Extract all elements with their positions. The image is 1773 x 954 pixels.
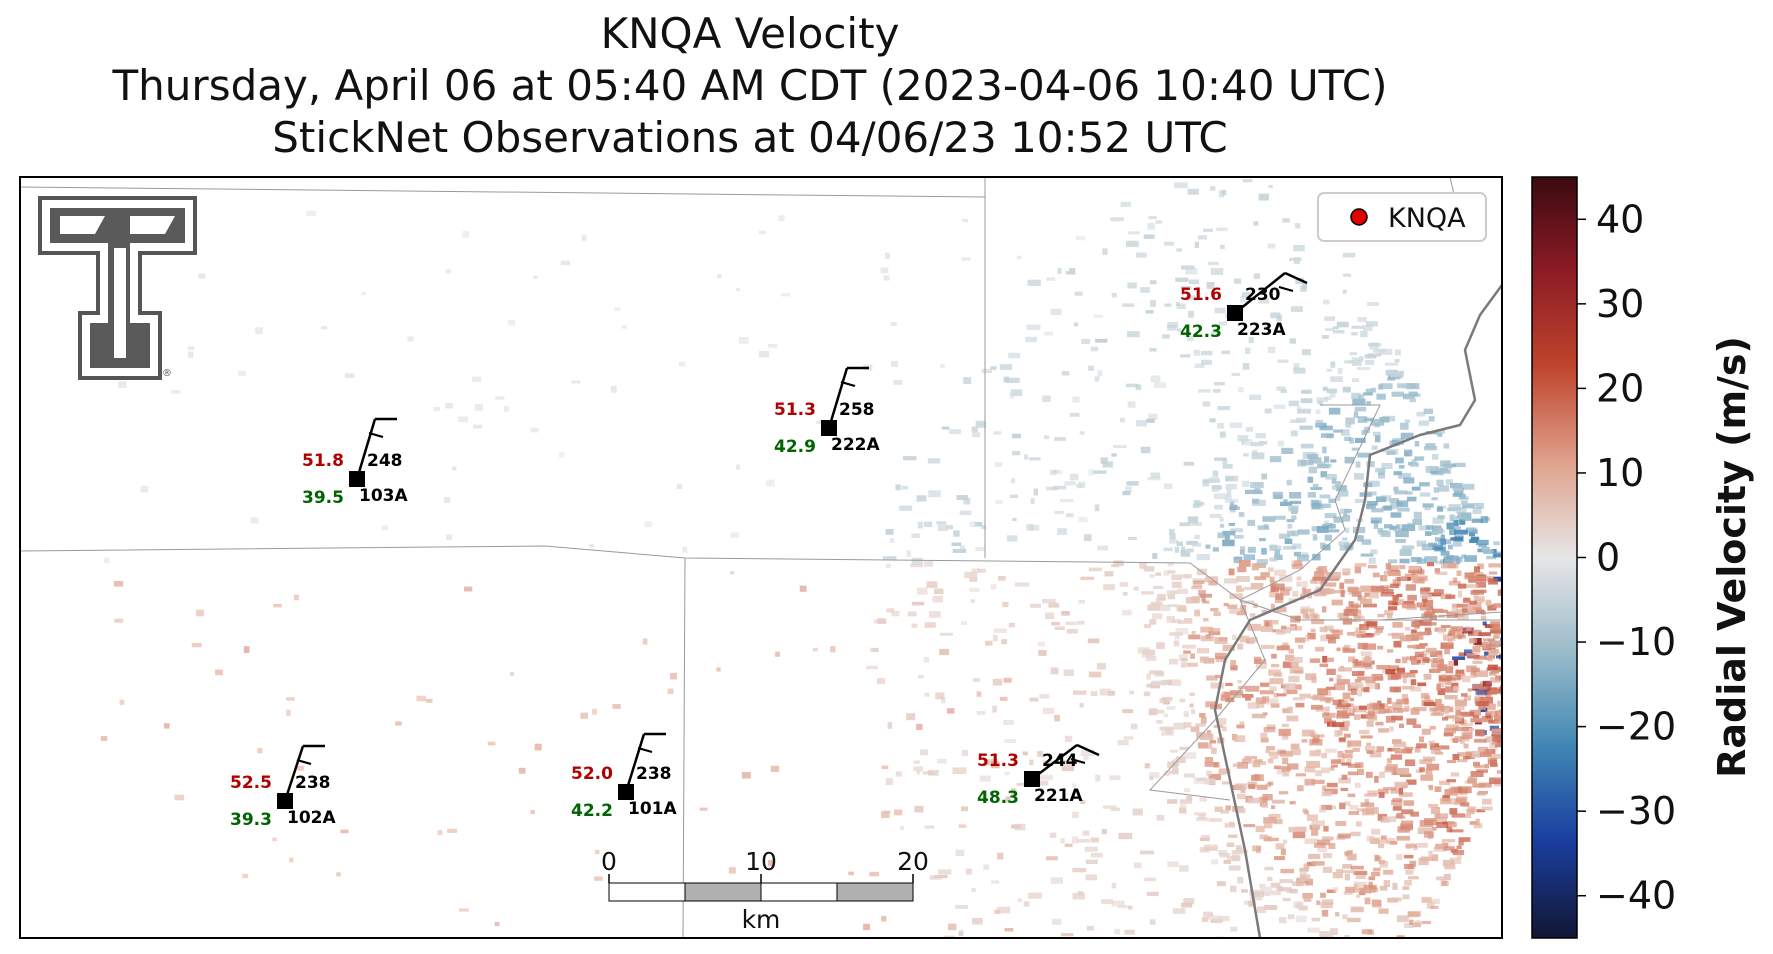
map-border — [19, 176, 1503, 939]
station-223A[interactable]: 51.6 230 42.3 223A — [1180, 271, 1308, 342]
wind-barb-flag — [296, 758, 312, 766]
station-wind-direction: 238 — [295, 773, 331, 793]
colorbar-tick-label: 40 — [1596, 197, 1644, 241]
scale-unit: km — [742, 905, 781, 934]
station-marker — [349, 471, 365, 487]
station-temperature: 51.6 — [1180, 285, 1222, 305]
wind-barb-staff — [355, 418, 377, 480]
colorbar-tick-label: 10 — [1596, 451, 1644, 495]
legend-marker — [1350, 208, 1368, 226]
station-222A[interactable]: 51.3 258 42.9 222A — [774, 366, 880, 457]
wind-barb-staff — [827, 367, 849, 429]
scale-segment — [608, 882, 686, 902]
texas-tech-logo: ® — [38, 196, 197, 380]
station-dewpoint: 42.3 — [1180, 322, 1222, 342]
station-temperature: 51.3 — [977, 751, 1019, 771]
station-wind-direction: 230 — [1245, 285, 1281, 305]
station-dewpoint: 39.3 — [230, 810, 272, 830]
colorbar-tick-label: −40 — [1596, 874, 1676, 918]
station-dewpoint: 42.9 — [774, 437, 816, 457]
title-block: KNQA Velocity Thursday, April 06 at 05:4… — [0, 8, 1500, 164]
station-marker — [821, 420, 837, 436]
station-102A[interactable]: 52.5 238 39.3 102A — [230, 744, 336, 830]
station-221A[interactable]: 51.3 244 48.3 221A — [977, 743, 1100, 808]
station-id: 102A — [287, 808, 336, 828]
station-marker — [1024, 771, 1040, 787]
wind-barb-flag — [840, 380, 856, 388]
county-line — [682, 557, 686, 938]
radar-velocity-field — [100, 179, 1502, 938]
county-line — [20, 186, 986, 198]
scale-label-10: 10 — [745, 847, 777, 876]
station-wind-direction: 244 — [1042, 751, 1078, 771]
legend[interactable]: KNQA — [1317, 192, 1487, 242]
wind-barb-staff — [283, 745, 305, 802]
station-dewpoint: 39.5 — [302, 488, 344, 508]
colorbar-label: Radial Velocity (m/s) — [1710, 336, 1754, 778]
county-line — [1239, 404, 1381, 601]
title-line-1: KNQA Velocity — [600, 9, 900, 58]
registered-mark: ® — [162, 368, 172, 379]
colorbar-tick-label: 30 — [1596, 282, 1644, 326]
station-id: 222A — [831, 435, 880, 455]
station-dewpoint: 48.3 — [977, 788, 1019, 808]
station-marker — [1227, 305, 1243, 321]
wind-barb-flag — [1070, 757, 1086, 765]
colorbar: 40 30 20 10 0 −10 −20 −30 −40 Radial Velocity (m… — [1531, 176, 1754, 939]
wind-barb-flag — [1278, 285, 1294, 293]
legend-box — [1317, 192, 1487, 242]
station-wind-direction: 258 — [839, 400, 875, 420]
colorbar-tick-label: −30 — [1596, 789, 1676, 833]
county-boundaries — [20, 177, 1502, 938]
county-line — [20, 545, 1502, 621]
wind-barb-flag — [368, 431, 384, 439]
station-temperature: 51.8 — [302, 451, 344, 471]
station-temperature: 51.3 — [774, 400, 816, 420]
station-103A[interactable]: 51.8 248 39.5 103A — [302, 417, 408, 508]
colorbar-gradient — [1531, 176, 1578, 939]
station-id: 103A — [359, 486, 408, 506]
station-temperature: 52.5 — [230, 773, 272, 793]
station-wind-direction: 248 — [367, 451, 403, 471]
scale-bar: 0 10 20 km — [601, 847, 929, 934]
station-id: 223A — [1237, 320, 1286, 340]
sticknet-stations: 51.8 248 39.5 103A 51.3 258 42.9 222A 51.6 230 42.… — [230, 271, 1308, 830]
station-id: 101A — [628, 799, 677, 819]
scale-segment — [760, 882, 838, 902]
county-line — [1148, 599, 1266, 801]
colorbar-tick-label: 0 — [1596, 536, 1620, 580]
wind-barb-flag — [637, 746, 653, 754]
colorbar-ticks: 40 30 20 10 0 −10 −20 −30 −40 — [1577, 197, 1676, 918]
station-marker — [277, 793, 293, 809]
legend-label: KNQA — [1388, 203, 1466, 234]
colorbar-tick-label: −20 — [1596, 705, 1676, 749]
wind-barb-staff — [1234, 272, 1286, 314]
station-wind-direction: 238 — [636, 764, 672, 784]
title-line-2: Thursday, April 06 at 05:40 AM CDT (2023… — [112, 61, 1388, 110]
station-101A[interactable]: 52.0 238 42.2 101A — [571, 732, 677, 821]
wind-barb-flag — [1284, 271, 1308, 285]
scale-label-0: 0 — [601, 847, 617, 876]
wind-barb-flag — [1076, 743, 1100, 757]
colorbar-tick-label: −10 — [1596, 620, 1676, 664]
county-line — [1330, 611, 1502, 621]
river — [1213, 284, 1502, 938]
scale-segment — [684, 882, 762, 902]
station-temperature: 52.0 — [571, 764, 613, 784]
station-id: 221A — [1034, 786, 1083, 806]
station-marker — [618, 784, 634, 800]
scale-label-20: 20 — [897, 847, 929, 876]
title-line-3: StickNet Observations at 04/06/23 10:52 … — [272, 113, 1228, 162]
station-dewpoint: 42.2 — [571, 801, 613, 821]
wind-barb-staff — [624, 733, 646, 793]
scale-segment — [836, 882, 914, 902]
colorbar-tick-label: 20 — [1596, 366, 1644, 410]
